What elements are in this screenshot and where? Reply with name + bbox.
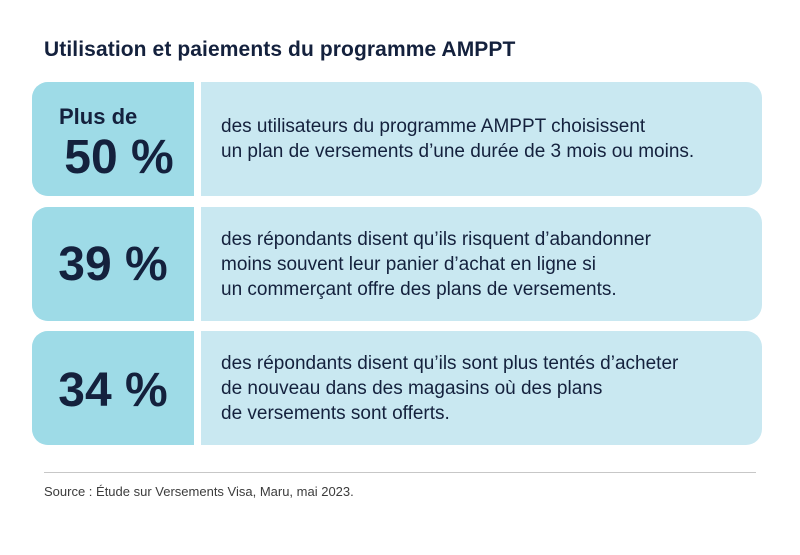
stat-description: des répondants disent qu’ils risquent d’… — [201, 207, 762, 321]
description-line: des utilisateurs du programme AMPPT choi… — [221, 116, 646, 137]
stat-card-34-percent: 34 % des répondants disent qu’ils sont p… — [32, 331, 762, 445]
stat-panel: Plus de 50 % — [32, 82, 194, 196]
stat-panel: 39 % — [32, 207, 194, 321]
stat-prefix: Plus de — [59, 104, 138, 129]
stat-description: des répondants disent qu’ils sont plus t… — [201, 331, 762, 445]
description-line: moins souvent leur panier d’achat en lig… — [221, 253, 596, 275]
source-note: Source : Étude sur Versements Visa, Maru… — [44, 484, 354, 499]
stat-panel: 34 % — [32, 331, 194, 445]
stat-value: 34 % — [58, 364, 168, 417]
stat-card-39-percent: 39 % des répondants disent qu’ils risque… — [32, 207, 762, 321]
description-line: de versements sont offerts. — [221, 402, 450, 424]
stat-card-50-percent: Plus de 50 % des utilisateurs du program… — [32, 82, 762, 196]
card-divider — [194, 331, 201, 445]
stat-value: 39 % — [58, 238, 168, 291]
description-line: un plan de versements d’une durée de 3 m… — [221, 141, 695, 162]
card-divider — [194, 82, 201, 196]
description-line: des répondants disent qu’ils risquent d’… — [221, 228, 651, 250]
description-line: des répondants disent qu’ils sont plus t… — [221, 352, 679, 374]
footer-divider — [44, 472, 756, 473]
stat-description: des utilisateurs du programme AMPPT choi… — [201, 82, 762, 196]
card-divider — [194, 207, 201, 321]
page-title: Utilisation et paiements du programme AM… — [44, 38, 516, 61]
stat-value: 50 % — [64, 131, 174, 184]
description-line: de nouveau dans des magasins où des plan… — [221, 377, 603, 399]
description-line: un commerçant offre des plans de verseme… — [221, 278, 617, 300]
